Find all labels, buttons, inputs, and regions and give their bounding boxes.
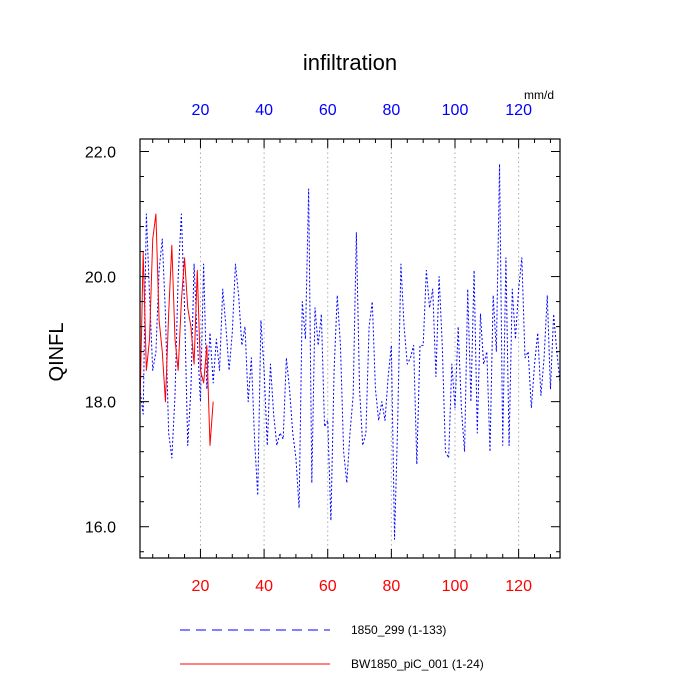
axes: 20 20 40 40 60 60 80 80 100 100 120 120 16.0 18.0 20.0…: [85, 102, 561, 595]
x-tick-label-top-20: 20: [192, 102, 210, 119]
x-tick-label-bottom-100: 100: [442, 578, 469, 595]
x-tick-label-top-80: 80: [382, 102, 400, 119]
y-tick-label-22: 22.0: [85, 145, 116, 162]
series-line-bw1850-pic-001: [139, 213, 214, 446]
legend: 1850_299 (1-133) BW1850_piC_001 (1-24): [180, 623, 484, 671]
grid-lines: [199, 139, 520, 558]
x-tick-label-bottom-60: 60: [319, 578, 337, 595]
units-label: mm/d: [524, 88, 554, 102]
chart-title: infiltration: [303, 50, 397, 75]
legend-label-1850-299: 1850_299 (1-133): [351, 623, 446, 637]
x-tick-label-top-60: 60: [319, 102, 337, 119]
x-tick-label-top-40: 40: [255, 102, 273, 119]
legend-label-bw1850-pic-001: BW1850_piC_001 (1-24): [351, 657, 484, 671]
plot-frame: [139, 138, 561, 559]
y-tick-label-20: 20.0: [85, 270, 116, 287]
x-tick-label-bottom-20: 20: [192, 578, 210, 595]
x-tick-label-bottom-80: 80: [382, 578, 400, 595]
y-tick-label-16: 16.0: [85, 520, 116, 537]
y-tick-label-18: 18.0: [85, 395, 116, 412]
series-line-1850-299: [139, 163, 561, 540]
x-tick-label-top-100: 100: [442, 102, 469, 119]
x-tick-label-bottom-40: 40: [255, 578, 273, 595]
x-tick-label-bottom-120: 120: [505, 578, 532, 595]
x-tick-label-top-120: 120: [505, 102, 532, 119]
series-lines: [139, 163, 561, 540]
y-axis-label: QINFL: [46, 323, 68, 382]
